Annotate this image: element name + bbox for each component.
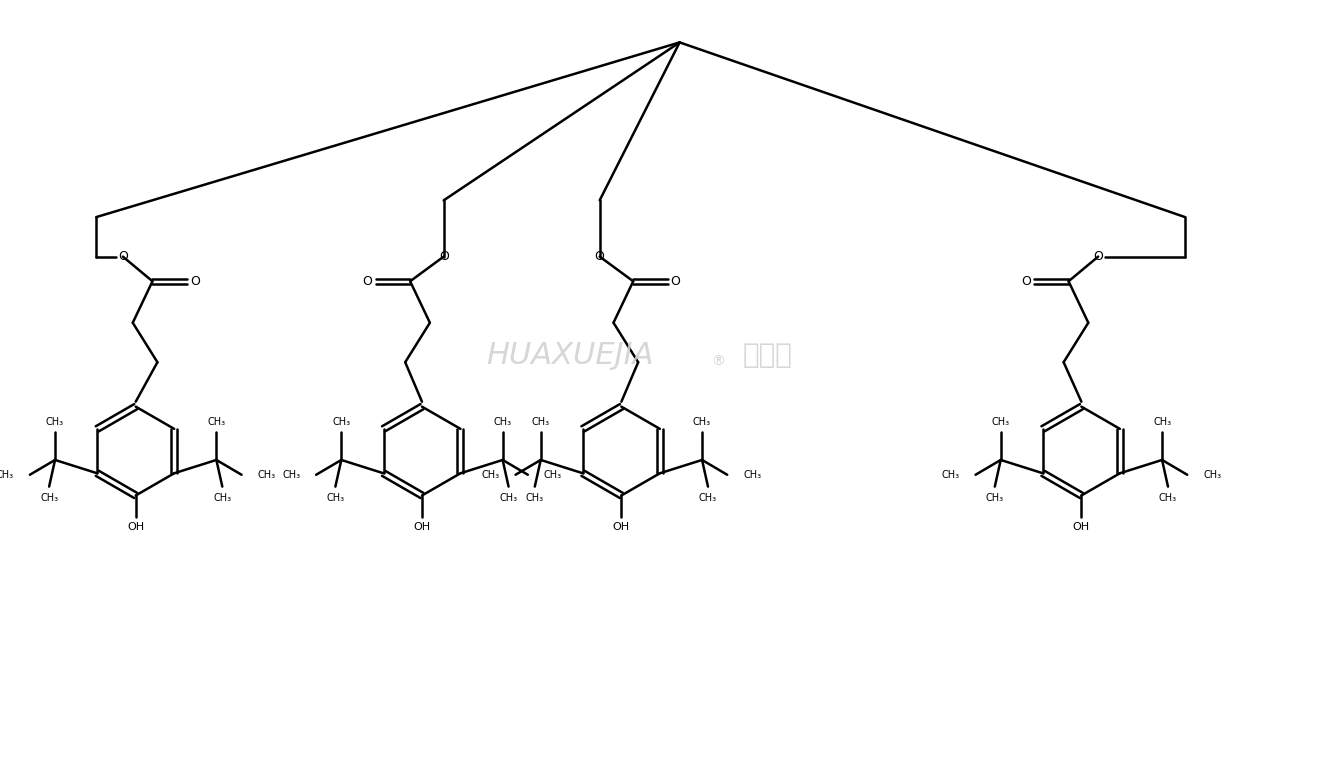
Text: O: O <box>118 250 127 263</box>
Text: OH: OH <box>413 522 431 532</box>
Text: CH₃: CH₃ <box>986 493 1004 503</box>
Text: CH₃: CH₃ <box>942 470 960 480</box>
Text: O: O <box>1094 250 1103 263</box>
Text: CH₃: CH₃ <box>213 493 231 503</box>
Text: CH₃: CH₃ <box>499 493 518 503</box>
Text: CH₃: CH₃ <box>992 417 1009 427</box>
Text: CH₃: CH₃ <box>207 417 225 427</box>
Text: CH₃: CH₃ <box>699 493 717 503</box>
Text: CH₃: CH₃ <box>544 470 562 480</box>
Text: O: O <box>1021 275 1031 288</box>
Text: HUAXUEJIA: HUAXUEJIA <box>486 341 654 370</box>
Text: CH₃: CH₃ <box>531 417 550 427</box>
Text: OH: OH <box>613 522 629 532</box>
Text: ®: ® <box>711 355 725 370</box>
Text: O: O <box>595 250 605 263</box>
Text: CH₃: CH₃ <box>333 417 350 427</box>
Text: CH₃: CH₃ <box>258 470 275 480</box>
Text: CH₃: CH₃ <box>1202 470 1221 480</box>
Text: CH₃: CH₃ <box>326 493 345 503</box>
Text: CH₃: CH₃ <box>1153 417 1172 427</box>
Text: CH₃: CH₃ <box>1159 493 1177 503</box>
Text: OH: OH <box>127 522 145 532</box>
Text: OH: OH <box>1072 522 1090 532</box>
Text: CH₃: CH₃ <box>40 493 58 503</box>
Text: O: O <box>191 275 200 288</box>
Text: CH₃: CH₃ <box>482 470 499 480</box>
Text: CH₃: CH₃ <box>0 470 13 480</box>
Text: O: O <box>362 275 373 288</box>
Text: O: O <box>671 275 680 288</box>
Text: CH₃: CH₃ <box>743 470 761 480</box>
Text: CH₃: CH₃ <box>282 470 301 480</box>
Text: CH₃: CH₃ <box>526 493 544 503</box>
Text: CH₃: CH₃ <box>494 417 511 427</box>
Text: CH₃: CH₃ <box>692 417 711 427</box>
Text: 化学加: 化学加 <box>742 342 792 370</box>
Text: CH₃: CH₃ <box>46 417 64 427</box>
Text: O: O <box>439 250 448 263</box>
